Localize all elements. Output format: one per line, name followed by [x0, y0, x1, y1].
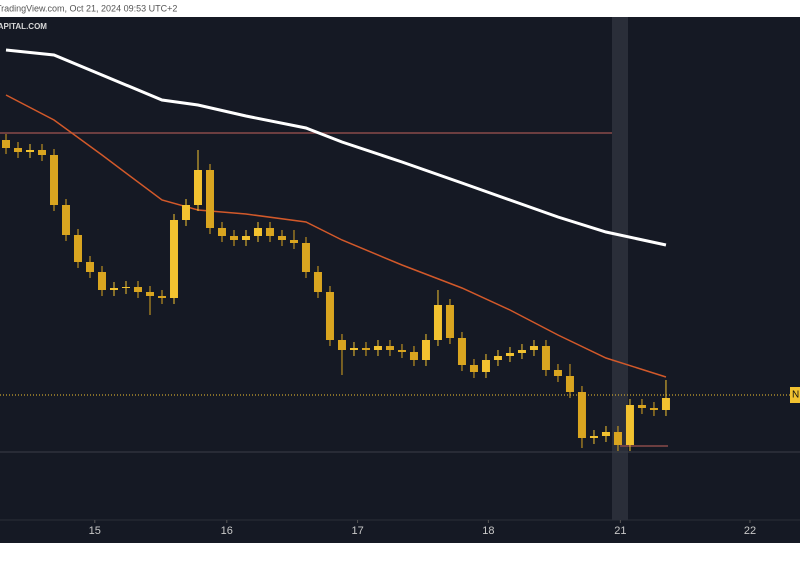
candle-body	[601, 432, 610, 436]
candle-body	[433, 305, 442, 340]
candle-body	[493, 356, 502, 360]
price-label-box	[790, 387, 800, 403]
candle-body	[265, 228, 274, 236]
candle-body	[109, 288, 118, 290]
candle-body	[325, 292, 334, 340]
candle-body	[301, 243, 310, 272]
x-tick-label: 17	[351, 525, 363, 537]
brand-text: CAPITAL.COM	[0, 22, 47, 31]
candle-body	[421, 340, 430, 360]
candle-body	[577, 392, 586, 438]
x-tick-label: 16	[221, 525, 233, 537]
candle-body	[637, 405, 646, 408]
candle-body	[277, 236, 286, 240]
candle-body	[205, 170, 214, 228]
candle-body	[253, 228, 262, 236]
candle-body	[457, 338, 466, 365]
candle-body	[661, 398, 670, 410]
candle-body	[61, 205, 70, 235]
candle-body	[229, 236, 238, 240]
candle-body	[145, 292, 154, 296]
candle-body	[553, 370, 562, 376]
candle-body	[337, 340, 346, 350]
candle-body	[349, 348, 358, 350]
candle-body	[25, 150, 34, 152]
candle-body	[373, 346, 382, 350]
candle-body	[565, 376, 574, 392]
candle-body	[97, 272, 106, 290]
candle-body	[541, 346, 550, 370]
candle-body	[289, 240, 298, 243]
plot: N 15 16 17 18 21 22	[0, 48, 800, 537]
candle-body	[409, 352, 418, 360]
moving-average	[5, 48, 667, 247]
x-tick-label: 22	[744, 525, 756, 537]
session-highlight	[612, 17, 628, 520]
candle-body	[313, 272, 322, 292]
candle-body	[529, 346, 538, 350]
candle-body	[85, 262, 94, 272]
candle-body	[133, 287, 142, 292]
candle-body	[13, 148, 22, 152]
candle-body	[217, 228, 226, 236]
candle-body	[1, 140, 10, 148]
candle-body	[589, 436, 598, 438]
header-strip	[0, 0, 800, 17]
candle-body	[481, 360, 490, 372]
candle-body	[49, 155, 58, 205]
candle-body	[121, 287, 130, 288]
candle-body	[505, 353, 514, 356]
candle-body	[37, 150, 46, 155]
candle-body	[625, 405, 634, 445]
candle-body	[517, 350, 526, 353]
candle-body	[649, 408, 658, 410]
source-text: TradingView.com, Oct 21, 2024 09:53 UTC+…	[0, 3, 177, 13]
candle-body	[157, 296, 166, 298]
candle-body	[361, 348, 370, 350]
candle-body	[385, 346, 394, 350]
x-tick-label: 21	[614, 525, 626, 537]
candle-body	[181, 205, 190, 220]
candle-body	[193, 170, 202, 205]
candle-body	[469, 365, 478, 372]
x-tick-label: 18	[482, 525, 494, 537]
x-tick-label: 15	[89, 525, 101, 537]
candle-body	[73, 235, 82, 262]
footer-strip	[0, 543, 800, 566]
candle-body	[445, 305, 454, 338]
candle-body	[397, 350, 406, 352]
candle-body	[613, 432, 622, 445]
candle-body	[241, 236, 250, 240]
price-label: N	[792, 390, 799, 401]
moving-average	[5, 94, 667, 378]
candle-body	[169, 220, 178, 298]
